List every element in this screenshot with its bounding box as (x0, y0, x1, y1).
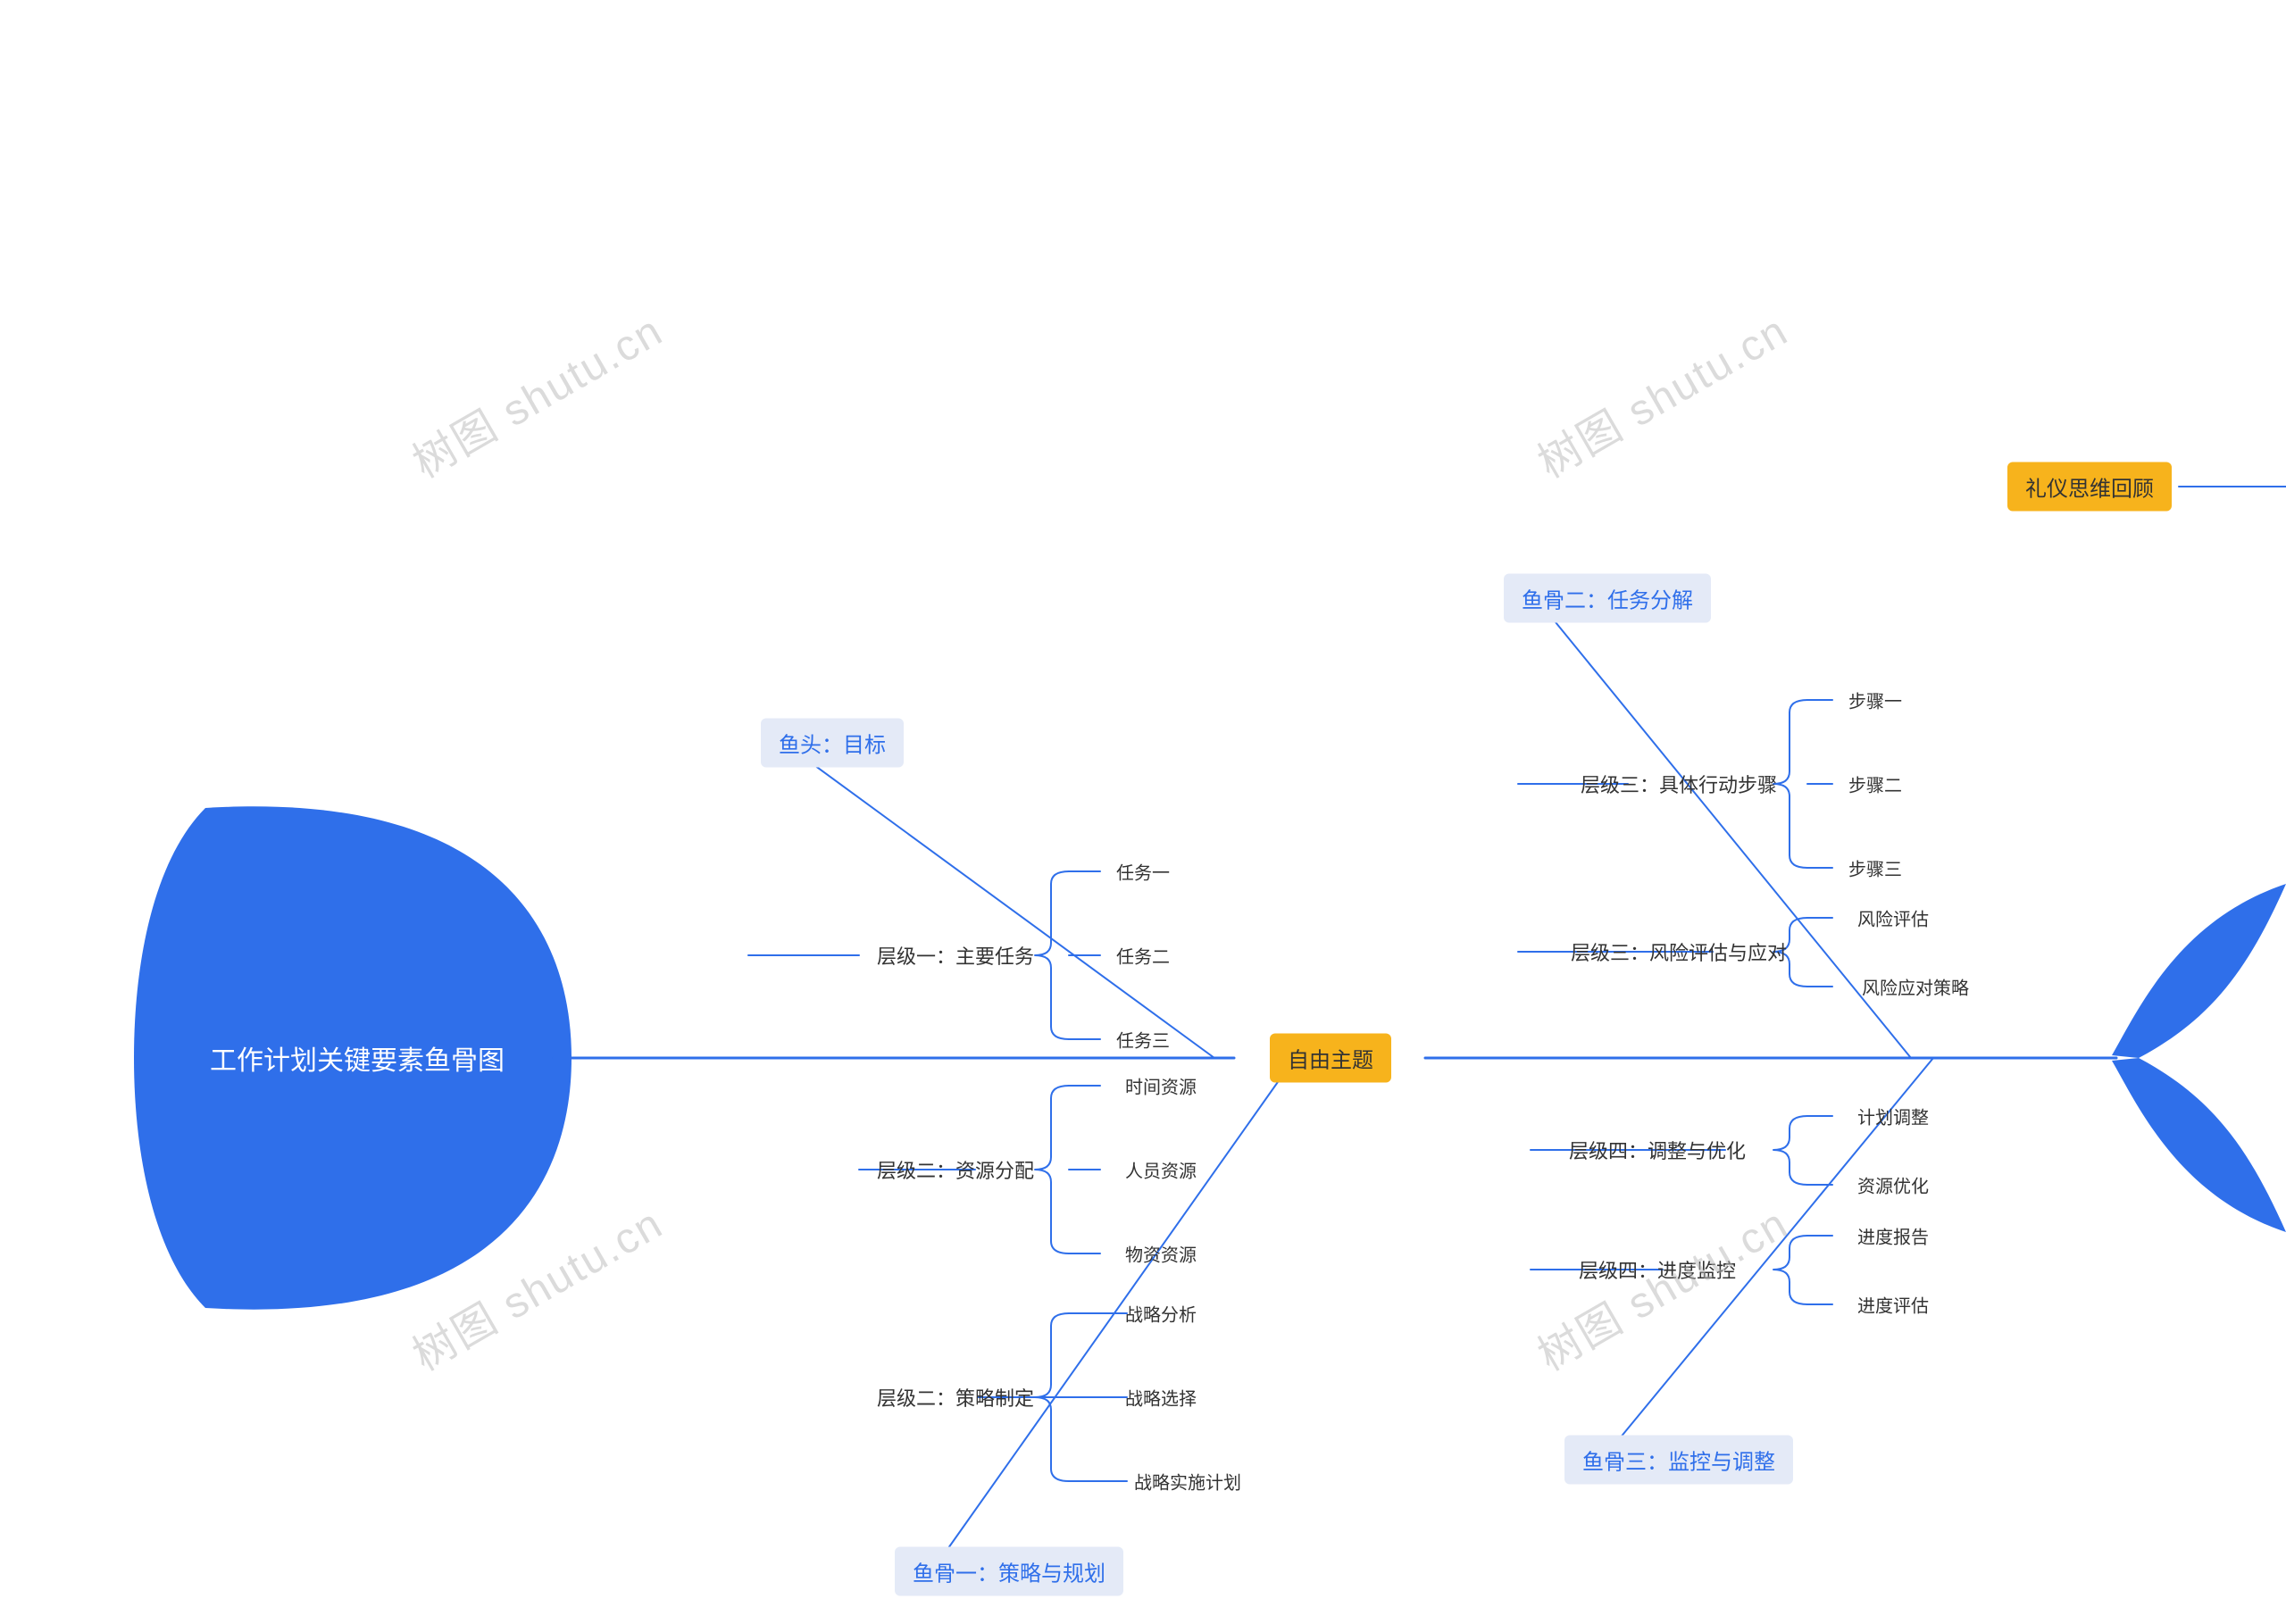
box-bone3_label: 鱼骨三：监控与调整 (1564, 1436, 1793, 1485)
leaf-r1: 时间资源 (1125, 1073, 1197, 1099)
box-center: 自由主题 (1270, 1034, 1391, 1083)
leaf-s1: 战略分析 (1125, 1301, 1197, 1327)
fish-head-title: 工作计划关键要素鱼骨图 (210, 1038, 505, 1078)
leaf-t2: 任务二 (1116, 943, 1170, 969)
leaf-r2: 人员资源 (1125, 1157, 1197, 1183)
bracket-5 (1773, 1116, 1807, 1185)
watermark-1: 树图 shutu.cn (1524, 296, 1798, 489)
level-l2_2: 层级二：策略制定 (877, 1383, 1034, 1412)
level-l2_1: 层级二：资源分配 (877, 1155, 1034, 1184)
bone-upper2 (1536, 598, 1911, 1058)
leaf-b1: 步骤一 (1848, 687, 1902, 713)
bracket-1 (1035, 1086, 1069, 1253)
leaf-a1: 计划调整 (1857, 1103, 1929, 1129)
watermark-3: 树图 shutu.cn (1524, 1188, 1798, 1382)
watermark-0: 树图 shutu.cn (399, 296, 672, 489)
fishbone-diagram: 工作计划关键要素鱼骨图 鱼头：目标鱼骨一：策略与规划 鱼骨二：任务分解鱼骨三：监控与… (0, 0, 2286, 1624)
level-l4_2: 层级四：进度监控 (1579, 1255, 1736, 1284)
leaf-b2: 步骤二 (1848, 771, 1902, 797)
level-l3_2: 层级三：风险评估与应对 (1571, 937, 1787, 966)
diagram-svg (0, 0, 2286, 1624)
level-l1_1: 层级一：主要任务 (877, 941, 1034, 970)
leaf-f2: 风险应对策略 (1862, 974, 1969, 1000)
leaf-r3: 物资资源 (1125, 1241, 1197, 1267)
fish-tail-upper (2112, 884, 2286, 1058)
box-bone2_label: 鱼骨二：任务分解 (1504, 574, 1711, 623)
watermark-2: 树图 shutu.cn (399, 1188, 672, 1382)
leaf-p1: 进度报告 (1857, 1223, 1929, 1249)
level-l4_1: 层级四：调整与优化 (1569, 1136, 1746, 1164)
bracket-0 (1035, 871, 1069, 1039)
bracket-3 (1773, 700, 1807, 868)
box-head_top: 鱼头：目标 (761, 719, 904, 768)
leaf-s2: 战略选择 (1125, 1385, 1197, 1411)
leaf-s3: 战略实施计划 (1134, 1469, 1241, 1495)
bracket-2 (1035, 1313, 1069, 1481)
leaf-t3: 任务三 (1116, 1027, 1170, 1053)
box-right_float: 礼仪思维回顾 (2007, 462, 2172, 512)
leaf-b3: 步骤三 (1848, 855, 1902, 881)
box-bone1_label: 鱼骨一：策略与规划 (895, 1547, 1123, 1596)
leaf-f1: 风险评估 (1857, 905, 1929, 931)
bracket-6 (1773, 1236, 1807, 1304)
leaf-a2: 资源优化 (1857, 1172, 1929, 1198)
leaf-t1: 任务一 (1116, 859, 1170, 885)
level-l3_1: 层级三：具体行动步骤 (1581, 770, 1777, 798)
leaf-p2: 进度评估 (1857, 1292, 1929, 1318)
bone-upper1 (781, 741, 1214, 1058)
fish-tail-lower (2112, 1058, 2286, 1232)
